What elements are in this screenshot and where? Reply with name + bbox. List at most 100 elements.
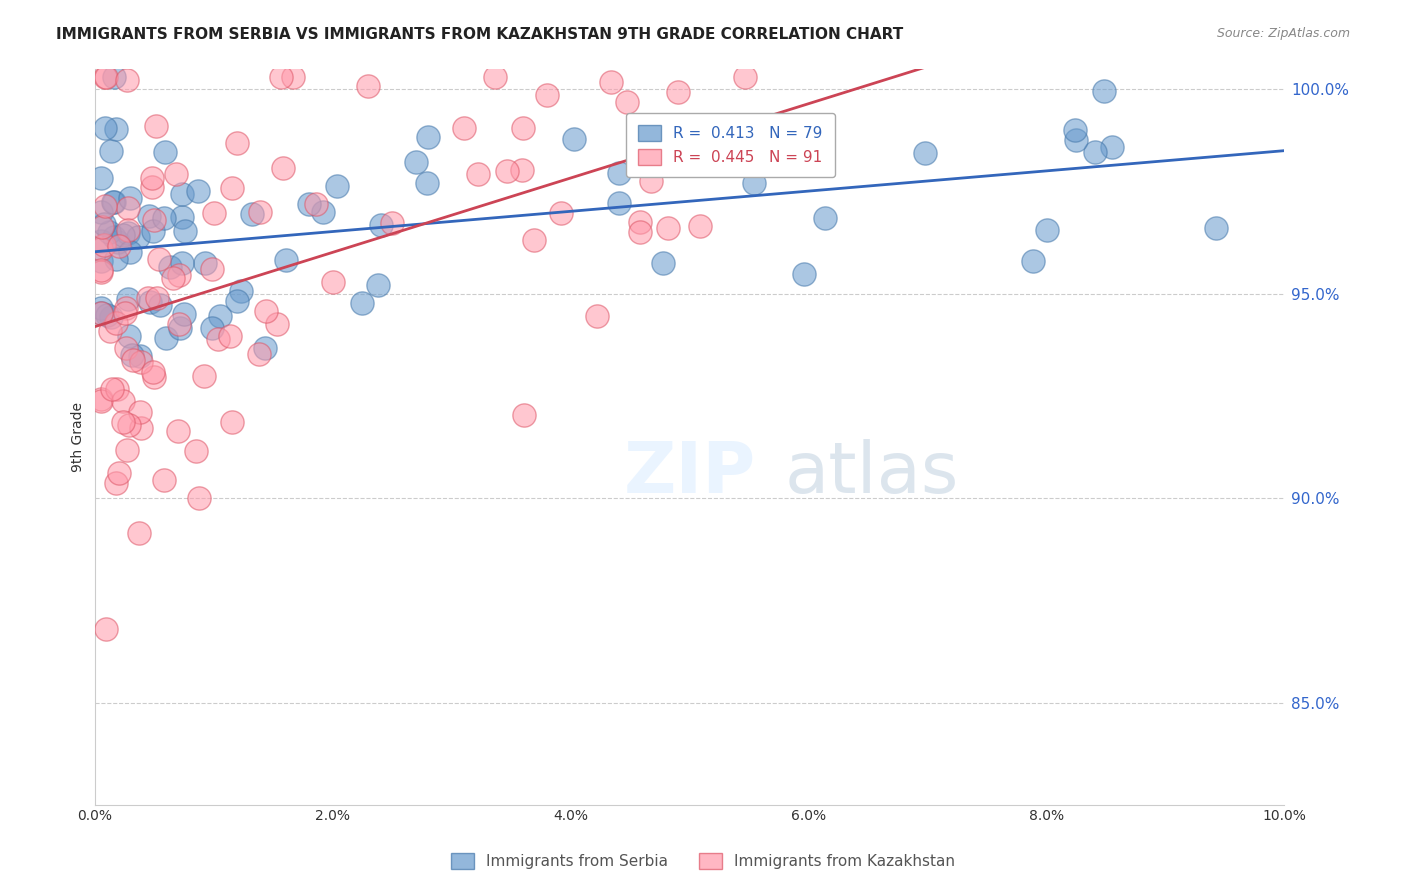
Point bbox=[162, 271, 184, 285]
Point bbox=[107, 235, 129, 249]
Text: IMMIGRANTS FROM SERBIA VS IMMIGRANTS FROM KAZAKHSTAN 9TH GRADE CORRELATION CHART: IMMIGRANTS FROM SERBIA VS IMMIGRANTS FRO… bbox=[56, 27, 904, 42]
Point bbox=[93, 217, 115, 231]
Point bbox=[103, 70, 125, 84]
Point bbox=[512, 120, 534, 135]
Point bbox=[270, 70, 292, 84]
Point bbox=[141, 171, 163, 186]
Point bbox=[1036, 223, 1059, 237]
Point bbox=[193, 369, 215, 384]
Point bbox=[312, 205, 335, 219]
Point bbox=[127, 229, 149, 244]
Point bbox=[142, 224, 165, 238]
Point bbox=[231, 284, 253, 298]
Point bbox=[187, 184, 209, 198]
Point bbox=[111, 416, 134, 430]
Point bbox=[453, 120, 475, 135]
Point bbox=[201, 261, 224, 276]
Point bbox=[1084, 145, 1107, 160]
Point bbox=[90, 306, 112, 320]
Point bbox=[607, 196, 630, 211]
Point bbox=[153, 145, 176, 160]
Point bbox=[131, 420, 153, 434]
Point bbox=[322, 276, 344, 290]
Point bbox=[105, 382, 128, 396]
Point bbox=[666, 85, 689, 99]
Point bbox=[172, 186, 194, 201]
Point bbox=[90, 242, 112, 256]
Point bbox=[108, 467, 131, 481]
Point bbox=[249, 205, 271, 219]
Point bbox=[118, 418, 141, 433]
Point bbox=[165, 167, 187, 181]
Point bbox=[607, 166, 630, 180]
Point bbox=[657, 220, 679, 235]
Point bbox=[219, 329, 242, 343]
Point bbox=[194, 255, 217, 269]
Point bbox=[101, 194, 124, 209]
Point bbox=[115, 341, 138, 355]
Point bbox=[240, 207, 263, 221]
Text: Source: ZipAtlas.com: Source: ZipAtlas.com bbox=[1216, 27, 1350, 40]
Point bbox=[416, 176, 439, 190]
Point bbox=[276, 253, 298, 268]
Point bbox=[117, 222, 139, 236]
Point bbox=[100, 144, 122, 158]
Point bbox=[145, 119, 167, 133]
Point bbox=[94, 70, 117, 84]
Point bbox=[108, 239, 131, 253]
Point bbox=[121, 348, 143, 362]
Point bbox=[737, 130, 759, 145]
Point bbox=[616, 95, 638, 109]
Point bbox=[1064, 133, 1087, 147]
Point bbox=[104, 316, 127, 330]
Point bbox=[418, 130, 440, 145]
Point bbox=[104, 252, 127, 267]
Point bbox=[184, 443, 207, 458]
Point bbox=[550, 205, 572, 219]
Point bbox=[281, 70, 304, 84]
Point bbox=[814, 211, 837, 225]
Point bbox=[298, 197, 321, 211]
Point bbox=[117, 201, 139, 215]
Point bbox=[93, 238, 115, 252]
Point bbox=[628, 214, 651, 228]
Point bbox=[115, 73, 138, 87]
Point bbox=[1022, 254, 1045, 268]
Point bbox=[381, 217, 404, 231]
Point bbox=[115, 301, 138, 316]
Point bbox=[152, 473, 174, 487]
Point bbox=[112, 228, 135, 243]
Point bbox=[159, 260, 181, 274]
Point bbox=[145, 291, 167, 305]
Point bbox=[512, 408, 534, 422]
Point bbox=[117, 292, 139, 306]
Point bbox=[484, 70, 506, 84]
Point bbox=[689, 219, 711, 234]
Point bbox=[1092, 84, 1115, 98]
Point bbox=[90, 204, 112, 219]
Point bbox=[173, 306, 195, 320]
Point bbox=[167, 424, 190, 438]
Point bbox=[253, 342, 276, 356]
Point bbox=[100, 310, 122, 324]
Point bbox=[131, 355, 153, 369]
Point bbox=[651, 255, 673, 269]
Point bbox=[155, 331, 177, 345]
Point bbox=[117, 443, 139, 458]
Point bbox=[247, 346, 270, 360]
Point bbox=[305, 197, 328, 211]
Point bbox=[170, 210, 193, 224]
Point bbox=[90, 392, 112, 407]
Point bbox=[90, 394, 112, 409]
Point bbox=[90, 306, 112, 320]
Point bbox=[152, 211, 174, 226]
Point bbox=[562, 132, 585, 146]
Point bbox=[266, 317, 288, 331]
Point bbox=[221, 415, 243, 429]
Point bbox=[510, 162, 533, 177]
Point bbox=[101, 382, 124, 396]
Point bbox=[209, 309, 232, 323]
Point bbox=[174, 224, 197, 238]
Point bbox=[93, 121, 115, 136]
Point bbox=[201, 321, 224, 335]
